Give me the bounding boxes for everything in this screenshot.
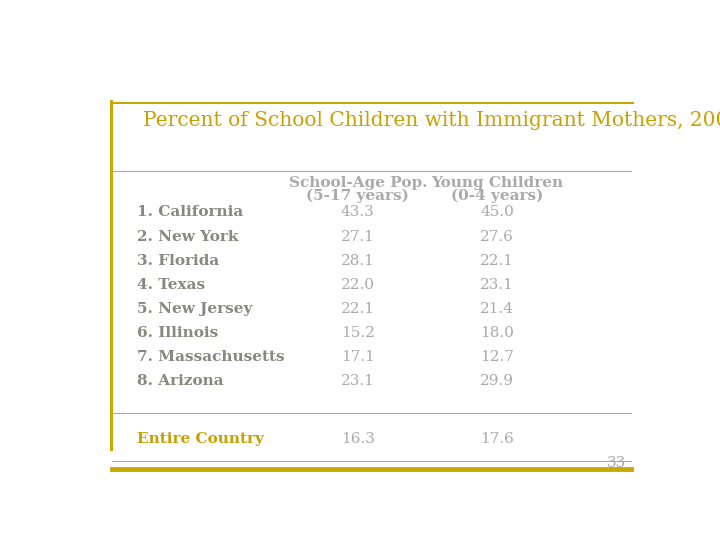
- Text: 28.1: 28.1: [341, 254, 375, 268]
- Text: 21.4: 21.4: [480, 302, 514, 316]
- Text: 22.0: 22.0: [341, 278, 375, 292]
- Text: 6. Illinois: 6. Illinois: [138, 326, 219, 340]
- Text: (5-17 years): (5-17 years): [307, 188, 409, 203]
- Text: 23.1: 23.1: [480, 278, 514, 292]
- Text: 29.9: 29.9: [480, 374, 514, 388]
- Text: 33: 33: [606, 456, 626, 470]
- Text: 1. California: 1. California: [138, 205, 243, 219]
- Text: 12.7: 12.7: [480, 350, 514, 364]
- Text: 16.3: 16.3: [341, 431, 375, 446]
- Text: 15.2: 15.2: [341, 326, 375, 340]
- Text: Young Children: Young Children: [431, 176, 564, 190]
- Text: 4. Texas: 4. Texas: [138, 278, 205, 292]
- Text: 22.1: 22.1: [341, 302, 375, 316]
- Text: 17.1: 17.1: [341, 350, 375, 364]
- Text: 22.1: 22.1: [480, 254, 514, 268]
- Text: Percent of School Children with Immigrant Mothers, 2000: Percent of School Children with Immigran…: [143, 111, 720, 130]
- Bar: [109, 100, 113, 451]
- Text: 17.6: 17.6: [480, 431, 514, 446]
- Text: Entire Country: Entire Country: [138, 431, 264, 446]
- Text: 23.1: 23.1: [341, 374, 375, 388]
- Text: 27.1: 27.1: [341, 230, 375, 244]
- Text: 7. Massachusetts: 7. Massachusetts: [138, 350, 285, 364]
- Text: 45.0: 45.0: [480, 205, 514, 219]
- Text: 8. Arizona: 8. Arizona: [138, 374, 224, 388]
- Text: School-Age Pop.: School-Age Pop.: [289, 176, 427, 190]
- Text: (0-4 years): (0-4 years): [451, 188, 544, 203]
- Text: 27.6: 27.6: [480, 230, 514, 244]
- Text: 18.0: 18.0: [480, 326, 514, 340]
- Bar: [109, 102, 634, 104]
- Text: 5. New Jersey: 5. New Jersey: [138, 302, 253, 316]
- Text: 2. New York: 2. New York: [138, 230, 239, 244]
- Text: 3. Florida: 3. Florida: [138, 254, 220, 268]
- Text: 43.3: 43.3: [341, 205, 374, 219]
